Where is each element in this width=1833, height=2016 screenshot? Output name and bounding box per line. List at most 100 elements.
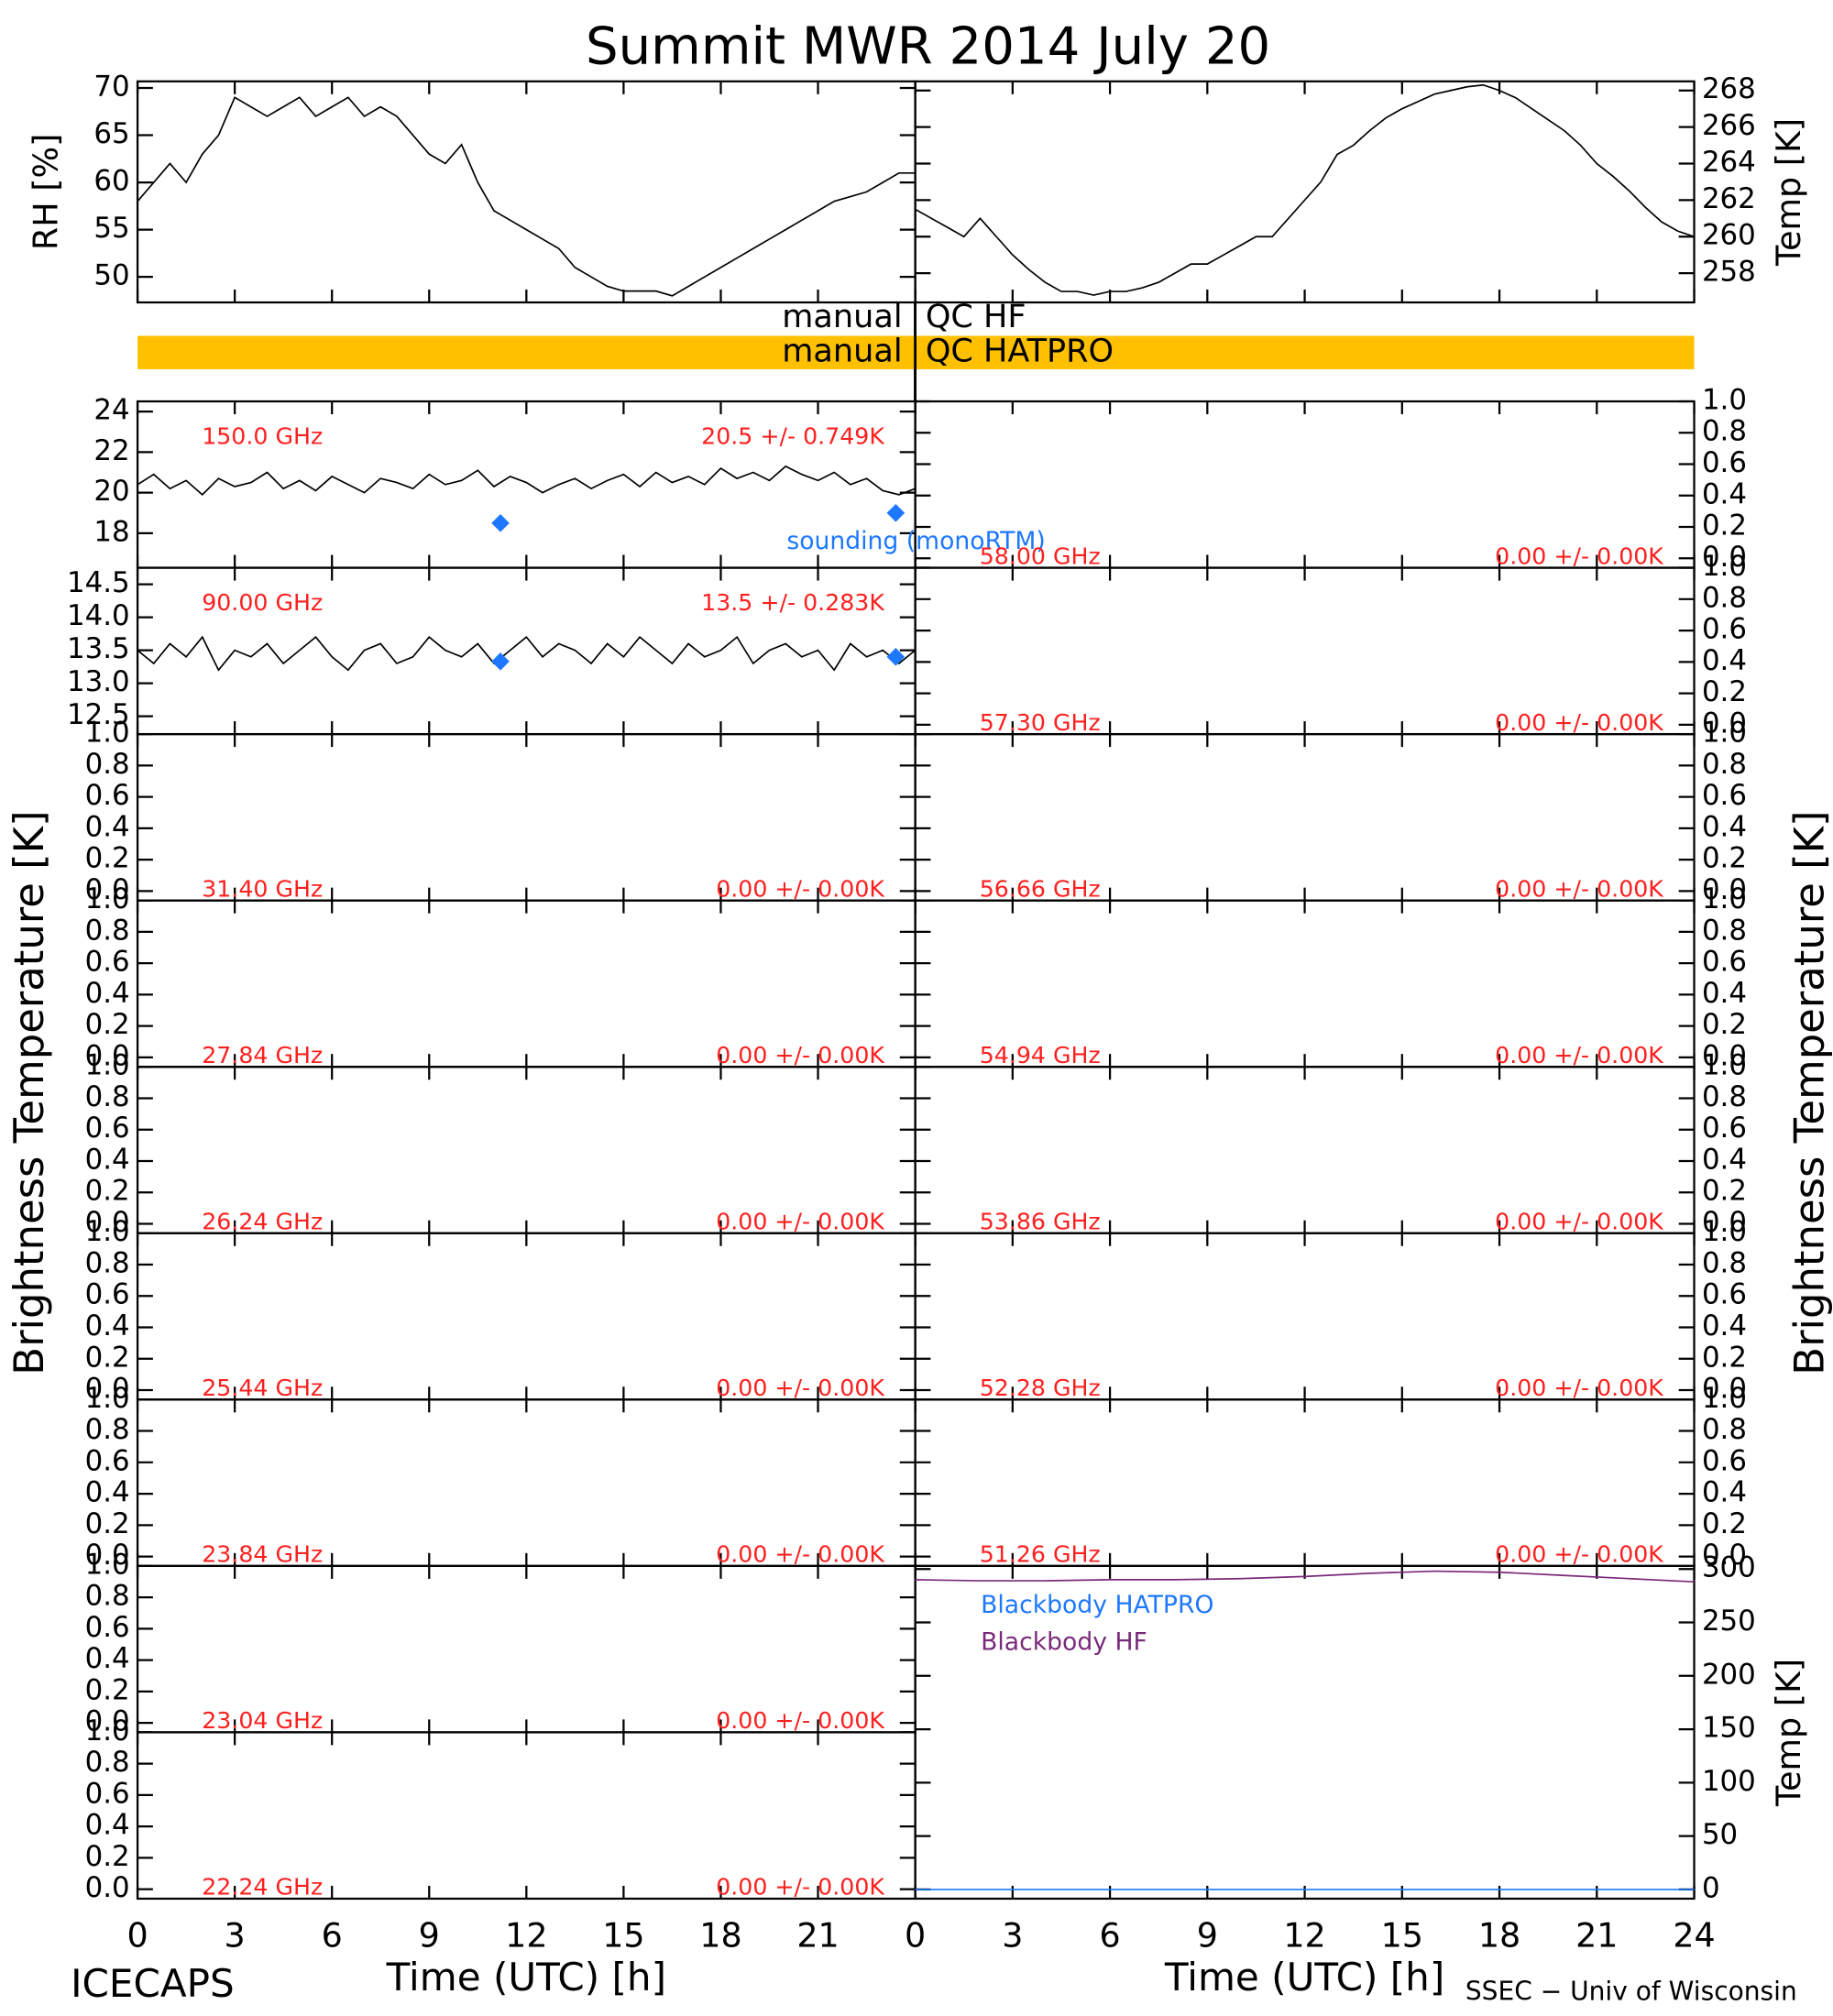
y-tick-label: 20 — [93, 475, 129, 508]
x-tick-label: 21 — [796, 1916, 839, 1956]
y-tick-label: 0.4 — [85, 977, 130, 1010]
channel-label: 22.24 GHz — [202, 1874, 323, 1901]
y-tick-label: 1.0 — [85, 1049, 130, 1082]
y-tick-label: 0.8 — [85, 748, 130, 781]
channel-stats: 13.5 +/- 0.283K — [701, 589, 885, 616]
y-tick-label: 1.0 — [85, 1215, 130, 1248]
y-tick-label: 0.0 — [85, 1871, 130, 1904]
y-tick-label: 0.8 — [85, 1247, 130, 1280]
x-tick-label: 18 — [1478, 1916, 1520, 1956]
y-tick-label: 0.0 — [85, 1039, 130, 1072]
y-tick-label: 0.2 — [85, 1008, 130, 1041]
y-tick-label: 0.4 — [1702, 810, 1747, 843]
channel-label: 27.84 GHz — [202, 1042, 323, 1068]
y-tick-label: 0.2 — [1702, 842, 1747, 875]
y-tick-label: 70 — [93, 70, 129, 103]
y-tick-label: 262 — [1702, 182, 1756, 215]
y-tick-label: 50 — [1702, 1818, 1738, 1851]
y-tick-label: 0.0 — [85, 1206, 130, 1239]
channel-stats: 0.00 +/- 0.00K — [1495, 875, 1664, 902]
y-tick-label: 268 — [1702, 72, 1756, 105]
y-tick-label: 0.4 — [1702, 644, 1747, 677]
channel-stats: 0.00 +/- 0.00K — [716, 1874, 885, 1901]
y-tick-label: 14.0 — [67, 599, 130, 632]
channel-stats: 0.00 +/- 0.00K — [1495, 1541, 1664, 1568]
sounding-point — [491, 514, 510, 532]
channel-label: 57.30 GHz — [980, 709, 1101, 736]
y-tick-label: 0.0 — [1702, 1539, 1747, 1572]
footer: ICECAPS — [71, 1961, 235, 2006]
y-tick-label: 0 — [1702, 1871, 1720, 1904]
channel-label: 90.00 GHz — [202, 589, 323, 616]
x-tick-label: 15 — [602, 1916, 644, 1956]
y-tick-label: 0.4 — [1702, 1143, 1747, 1176]
y-tick-label: 65 — [93, 117, 129, 150]
x-tick-label: 6 — [322, 1916, 343, 1956]
y-tick-label: 0.0 — [1702, 1039, 1747, 1072]
y-tick-label: 50 — [93, 259, 129, 292]
y-tick-label: 0.0 — [1702, 873, 1747, 906]
channel-label: 150.0 GHz — [202, 422, 323, 449]
channel-stats: 0.00 +/- 0.00K — [1495, 1375, 1664, 1401]
y-tick-label: 0.0 — [85, 1705, 130, 1738]
footer: SSEC − Univ of Wisconsin — [1465, 1976, 1797, 2006]
x-tick-label: 12 — [505, 1916, 547, 1956]
y-tick-label: 1.0 — [85, 1548, 130, 1581]
channel-stats: 0.00 +/- 0.00K — [716, 1042, 885, 1068]
y-tick-label: 0.8 — [1702, 415, 1747, 448]
y-tick-label: 260 — [1702, 219, 1756, 252]
y-tick-label: 0.6 — [1702, 1278, 1747, 1311]
y-tick-label: 250 — [1702, 1605, 1756, 1638]
y-tick-label: 0.8 — [1702, 914, 1747, 947]
y-tick-label: 0.8 — [85, 1746, 130, 1779]
y-tick-label: 0.0 — [1702, 1206, 1747, 1239]
y-tick-label: 13.0 — [67, 665, 130, 698]
legend-label: Blackbody HF — [981, 1628, 1147, 1657]
qc-label: QC HF — [926, 298, 1026, 335]
y-tick-label: 0.4 — [85, 810, 130, 843]
y-tick-label: 0.6 — [1702, 779, 1747, 812]
channel-label: 56.66 GHz — [980, 875, 1101, 902]
y-tick-label: 100 — [1702, 1765, 1756, 1798]
title: Summit MWR 2014 July 20 — [586, 16, 1270, 76]
x-tick-label: 9 — [1197, 1916, 1218, 1956]
x-tick-label: 3 — [225, 1916, 246, 1956]
channel-stats: 0.00 +/- 0.00K — [1495, 709, 1664, 736]
y-tick-label: 13.5 — [67, 632, 130, 665]
y-tick-label: 0.8 — [1702, 748, 1747, 781]
y-tick-label: 0.2 — [1702, 1507, 1747, 1540]
y-tick-label: 0.8 — [85, 1080, 130, 1113]
x-tick-label: 3 — [1002, 1916, 1023, 1956]
panel-frame — [914, 80, 1696, 304]
y-tick-label: 1.0 — [85, 1382, 130, 1415]
y-tick-label: 0.0 — [1702, 707, 1747, 740]
y-tick-label: 0.2 — [85, 1673, 130, 1706]
y-tick-label: 258 — [1702, 256, 1756, 289]
y-tick-label: 0.4 — [85, 1476, 130, 1509]
y-tick-label: 18 — [93, 515, 129, 548]
y-tick-label: 0.2 — [85, 1507, 130, 1540]
y-tick-label: 0.4 — [85, 1309, 130, 1342]
y-axis-title: Temp [K] — [1769, 118, 1808, 267]
y-tick-label: 0.2 — [85, 1341, 130, 1374]
y-tick-label: 150 — [1702, 1712, 1756, 1745]
y-tick-label: 0.6 — [85, 779, 130, 812]
y-tick-label: 0.6 — [85, 1444, 130, 1477]
qc-label: QC HATPRO — [926, 333, 1114, 370]
y-tick-label: 0.6 — [85, 1777, 130, 1810]
x-axis-title: Time (UTC) [h] — [386, 1955, 666, 2000]
y-tick-label: 0.8 — [1702, 1080, 1747, 1113]
y-tick-label: 1.0 — [1702, 882, 1747, 915]
x-tick-label: 0 — [905, 1916, 926, 1956]
y-tick-label: 264 — [1702, 146, 1756, 179]
y-tick-label: 0.2 — [85, 1840, 130, 1873]
y-tick-label: 0.2 — [85, 1175, 130, 1208]
y-tick-label: 1.0 — [85, 882, 130, 915]
y-tick-label: 14.5 — [67, 566, 130, 599]
y-tick-label: 200 — [1702, 1658, 1756, 1691]
channel-label: 51.26 GHz — [980, 1541, 1101, 1568]
channel-stats: 0.00 +/- 0.00K — [716, 1541, 885, 1568]
y-tick-label: 0.6 — [1702, 1444, 1747, 1477]
y-tick-label: 0.4 — [85, 1809, 130, 1842]
